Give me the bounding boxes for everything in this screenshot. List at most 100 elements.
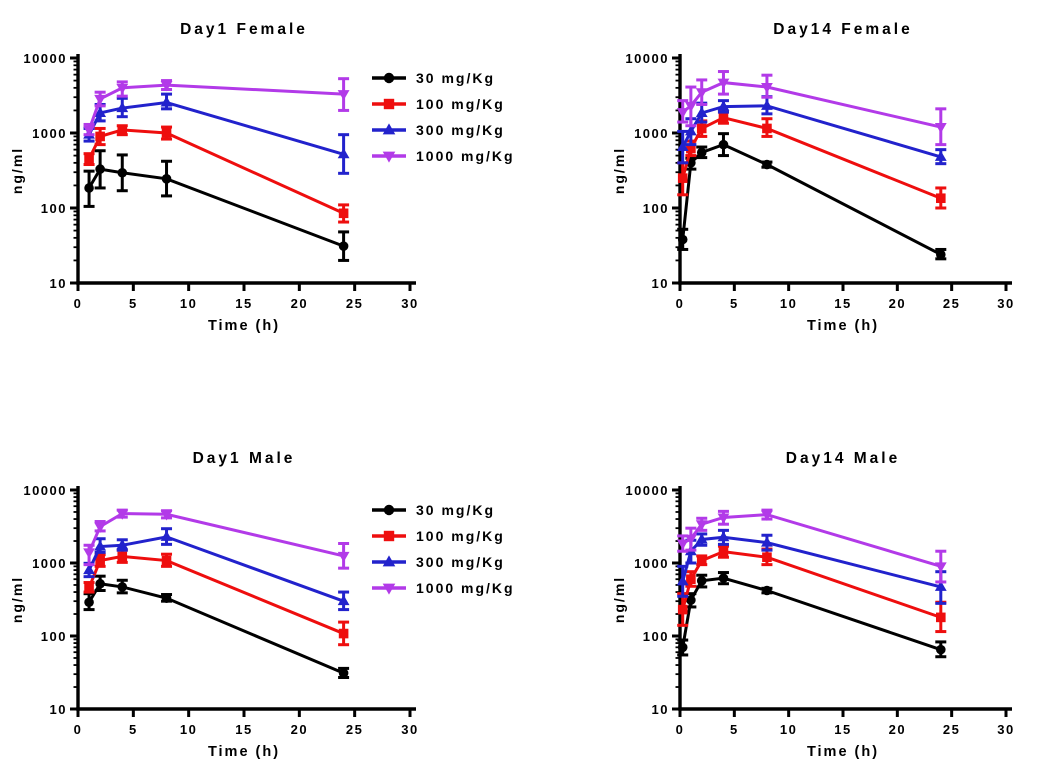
triangle-down-marker <box>337 551 350 563</box>
triangle-down-marker <box>676 539 689 550</box>
day1-female-plot: Day1 Female 10 100 1000 10000 0 5 10 15 20 25 30 Tim… <box>9 21 513 334</box>
circle-marker <box>383 72 395 84</box>
legend-label: 300 mg/Kg <box>416 122 505 138</box>
triangle-up-marker <box>160 96 173 107</box>
circle-marker <box>95 164 105 174</box>
triangle-down-marker <box>761 83 773 94</box>
triangle-up-marker <box>761 99 773 110</box>
triangle-down-marker <box>717 513 730 524</box>
triangle-down-marker <box>695 88 708 99</box>
y-axis-label: ng/ml <box>9 576 25 623</box>
legend-item-300-mg-kg: 300 mg/Kg <box>372 122 505 138</box>
circle-marker <box>762 585 772 596</box>
x-tick-label: 30 <box>997 722 1014 737</box>
series-line <box>681 142 942 256</box>
square-marker <box>84 582 94 593</box>
x-tick-label: 10 <box>780 722 797 737</box>
circle-marker <box>936 249 946 260</box>
x-axis-label: Time (h) <box>807 744 879 760</box>
x-tick-label: 0 <box>676 722 685 737</box>
x-tick-label: 25 <box>943 296 960 311</box>
square-marker <box>718 546 729 557</box>
circle-marker <box>117 582 128 592</box>
x-tick-label: 5 <box>129 296 138 311</box>
square-marker <box>338 628 349 639</box>
y-tick-label: 100 <box>41 201 67 216</box>
series-1000-mg-kg <box>83 508 350 570</box>
circle-marker <box>762 159 772 170</box>
x-tick-label: 0 <box>74 296 83 311</box>
triangle-down-marker <box>160 81 173 92</box>
y-tick-label: 1000 <box>634 126 669 141</box>
triangle-up-marker <box>934 580 947 591</box>
circle-marker <box>696 147 707 158</box>
legend: 30 mg/Kg 100 mg/Kg 300 mg/Kg 1000 mg/Kg <box>372 70 513 164</box>
series-1000-mg-kg <box>83 77 350 137</box>
legend-item-100-mg-kg: 100 mg/Kg <box>372 528 503 544</box>
square-marker <box>696 123 707 134</box>
x-tick-label: 5 <box>730 296 739 311</box>
series-30-mg-kg <box>83 149 350 262</box>
x-tick-label: 20 <box>291 722 308 737</box>
x-tick-label: 25 <box>346 722 363 737</box>
triangle-down-marker <box>83 548 95 559</box>
x-tick-label: 20 <box>291 296 308 311</box>
triangle-down-marker <box>116 83 129 95</box>
series-100-mg-kg <box>677 544 947 634</box>
y-tick-label: 10000 <box>625 483 669 498</box>
x-tick-label: 5 <box>730 722 739 737</box>
y-tick-label: 10000 <box>625 51 669 66</box>
circle-marker <box>117 167 128 178</box>
square-marker <box>677 604 688 615</box>
square-marker <box>117 125 128 135</box>
series-line <box>87 167 345 248</box>
series-300-mg-kg <box>83 527 350 612</box>
x-axis-label: Time (h) <box>208 318 280 334</box>
legend-label: 30 mg/Kg <box>416 502 495 518</box>
y-tick-label: 10000 <box>23 483 67 498</box>
triangle-down-marker <box>94 522 107 533</box>
triangle-up-marker <box>116 101 129 113</box>
square-marker <box>686 574 696 584</box>
y-tick-label: 100 <box>643 629 669 644</box>
x-tick-label: 30 <box>401 722 418 737</box>
x-tick-label: 25 <box>943 722 960 737</box>
triangle-down-marker <box>337 90 350 101</box>
x-tick-label: 15 <box>834 296 851 311</box>
series-300-mg-kg <box>676 528 947 605</box>
triangle-up-marker <box>676 140 689 152</box>
legend-item-300-mg-kg: 300 mg/Kg <box>372 554 503 570</box>
x-tick-label: 0 <box>74 722 83 737</box>
chart-day1-male: Day1 Male 10 100 1000 10000 0 5 10 15 20 25 30 Time … <box>0 387 530 775</box>
series-30-mg-kg <box>677 571 947 659</box>
triangle-up-marker <box>94 540 107 551</box>
y-tick-label: 1000 <box>32 556 67 571</box>
chart-day1-female: Day1 Female 10 100 1000 10000 0 5 10 15 20 25 30 Tim… <box>0 0 530 387</box>
chart-day14-female: Day14 Female 10 100 1000 10000 0 5 10 15 20 25 30 Ti… <box>530 0 1060 387</box>
chart-title: Day1 Male <box>193 450 296 467</box>
legend-item-1000-mg-kg: 1000 mg/Kg <box>372 148 513 164</box>
y-tick-label: 1000 <box>32 126 67 141</box>
x-tick-label: 15 <box>235 296 252 311</box>
triangle-up-marker <box>676 575 689 586</box>
circle-marker <box>383 504 395 516</box>
circle-marker <box>677 642 688 653</box>
square-marker <box>95 555 105 566</box>
circle-marker <box>696 576 707 586</box>
circle-marker <box>161 174 172 184</box>
y-tick-label: 10 <box>50 702 67 717</box>
triangle-down-marker <box>934 562 947 573</box>
triangle-down-marker <box>684 534 697 545</box>
circle-marker <box>677 234 688 245</box>
legend-item-30-mg-kg: 30 mg/Kg <box>372 502 495 518</box>
legend-label: 30 mg/Kg <box>416 70 495 86</box>
chart-day14-male: Day14 Male 10 100 1000 10000 0 5 10 15 20 25 30 Time… <box>530 387 1060 775</box>
triangle-up-marker <box>94 106 107 117</box>
axes <box>70 486 416 717</box>
triangle-down-marker <box>160 510 173 521</box>
triangle-up-marker <box>717 100 730 111</box>
series-line <box>87 100 345 156</box>
day14-female-plot: Day14 Female 10 100 1000 10000 0 5 10 15 20 25 30 Ti… <box>611 21 1013 334</box>
series-1000-mg-kg <box>676 508 947 584</box>
